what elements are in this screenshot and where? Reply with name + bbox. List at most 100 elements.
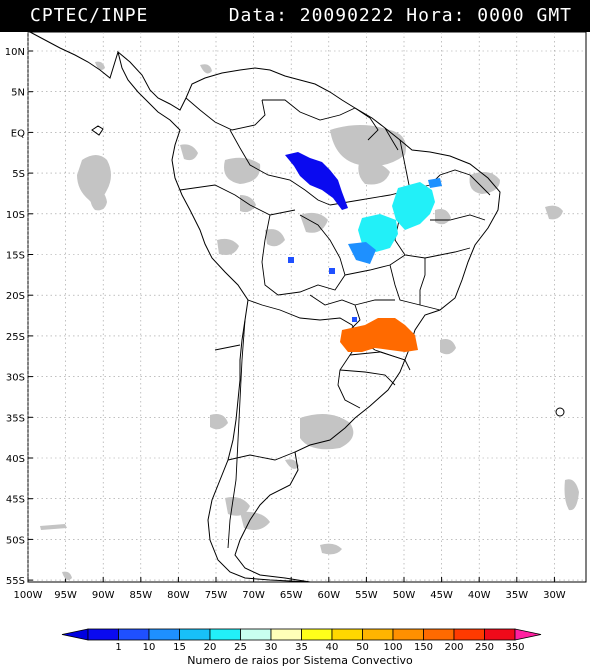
- colorbar-tick-label: 350: [505, 642, 524, 653]
- convective-system-cyan: [392, 182, 435, 230]
- colorbar-swatch: [453, 628, 485, 641]
- colorbar-tick-label: 1: [115, 642, 121, 653]
- latitude-label: 40S: [6, 454, 25, 465]
- cloud-patch: [224, 157, 261, 184]
- cloud-patch: [469, 171, 500, 194]
- latitude-label: 25S: [6, 332, 25, 343]
- legend-title: Numero de raios por Sistema Convectivo: [187, 654, 413, 667]
- cloud-patch: [440, 339, 456, 355]
- border: [384, 127, 399, 151]
- state-border: [339, 369, 396, 386]
- latitude-label: 20S: [6, 291, 25, 302]
- cloud-patch: [265, 229, 285, 247]
- cloud-patch: [40, 524, 67, 530]
- longitude-label: 45W: [430, 590, 453, 601]
- cloud-patch: [358, 160, 390, 185]
- colorbar-swatch: [240, 628, 272, 641]
- colorbar-tick-label: 30: [265, 642, 278, 653]
- border: [247, 299, 361, 341]
- colorbar-legend: 1 10 15 20 25 30 35 40 50 100 150 200 250 350: [61, 628, 542, 653]
- colorbar-right-arrow: [514, 628, 542, 641]
- border: [309, 294, 361, 331]
- colorbar-swatch: [148, 628, 180, 641]
- colorbar-swatch: [392, 628, 424, 641]
- header-source-label: CPTEC/INPE: [30, 5, 149, 26]
- cloud-patch: [545, 205, 563, 220]
- latitude-label: 10S: [6, 210, 25, 221]
- state-border: [394, 139, 471, 259]
- galapagos-islands: [91, 125, 104, 136]
- colorbar-swatch: [87, 628, 119, 641]
- colorbar-swatch: [118, 628, 150, 641]
- colorbar-tick-label: 20: [204, 642, 217, 653]
- latitude-label: 35S: [6, 413, 25, 424]
- colorbar-swatch: [270, 628, 302, 641]
- colorbar-swatch: [209, 628, 241, 641]
- cloud-patch: [330, 125, 406, 167]
- border: [337, 339, 361, 409]
- state-border: [419, 258, 426, 305]
- convective-system-small: [288, 257, 294, 263]
- latitude-label: 10N: [5, 47, 25, 58]
- latitude-label: 5S: [12, 169, 25, 180]
- colorbar-swatch: [484, 628, 516, 641]
- latitude-labels: 10N 5N EQ 5S 10S 15S 20S 25S 30S 35S 40S 45S 50S 55S: [5, 47, 25, 587]
- longitude-label: 35W: [505, 590, 528, 601]
- longitude-label: 85W: [129, 590, 152, 601]
- colorbar-tick-label: 200: [444, 642, 463, 653]
- state-border: [389, 264, 441, 311]
- cloud-patch: [300, 414, 354, 450]
- longitude-label: 90W: [92, 590, 115, 601]
- colorbar-tick-label: 250: [475, 642, 494, 653]
- convective-systems: [285, 152, 442, 352]
- central-america-coastline: [29, 31, 119, 79]
- border: [185, 97, 266, 131]
- colorbar-swatch: [301, 628, 333, 641]
- border: [227, 319, 246, 549]
- colorbar-left-arrow: [61, 628, 89, 641]
- border: [179, 184, 296, 216]
- convective-system-small: [329, 268, 335, 274]
- colorbar-tick-label: 25: [234, 642, 247, 653]
- convective-system-cyan: [358, 214, 398, 252]
- cloud-patch: [564, 479, 579, 511]
- colorbar-tick-label: 10: [143, 642, 156, 653]
- border: [214, 344, 241, 351]
- colorbar-tick-label: 35: [295, 642, 308, 653]
- colorbar-tick-label: 40: [326, 642, 339, 653]
- cloud-patch: [95, 61, 105, 70]
- border: [261, 214, 346, 296]
- state-border: [344, 254, 406, 276]
- map-frame: [27, 31, 587, 583]
- cloud-patch: [320, 543, 342, 555]
- convective-system-blue: [285, 152, 348, 210]
- convective-system-light-blue: [428, 178, 442, 188]
- longitude-label: 65W: [280, 590, 303, 601]
- latitude-label: 55S: [6, 576, 25, 587]
- convective-system-orange: [340, 318, 418, 352]
- colorbar-tick-label: 150: [414, 642, 433, 653]
- colorbar-swatch: [179, 628, 211, 641]
- cloud-patch: [285, 459, 299, 469]
- latitude-label: 5N: [11, 88, 25, 99]
- latitude-label: 30S: [6, 373, 25, 384]
- cloud-patch: [90, 187, 107, 211]
- header-date-time: Data: 20090222 Hora: 0000 GMT: [228, 5, 572, 26]
- state-border: [354, 299, 395, 306]
- island-outline: [555, 407, 565, 417]
- colorbar-tick-label: 50: [356, 642, 369, 653]
- colorbar-swatch: [331, 628, 363, 641]
- state-border: [430, 214, 486, 221]
- latitude-label: 45S: [6, 495, 25, 506]
- convective-system-light-blue: [348, 242, 376, 264]
- border: [354, 107, 379, 141]
- longitude-label: 95W: [54, 590, 77, 601]
- cloud-patch: [180, 144, 198, 161]
- longitude-label: 70W: [242, 590, 265, 601]
- border: [227, 451, 296, 461]
- border: [262, 99, 356, 121]
- state-border: [429, 169, 491, 196]
- border: [229, 129, 331, 206]
- cloud-patch: [200, 64, 212, 74]
